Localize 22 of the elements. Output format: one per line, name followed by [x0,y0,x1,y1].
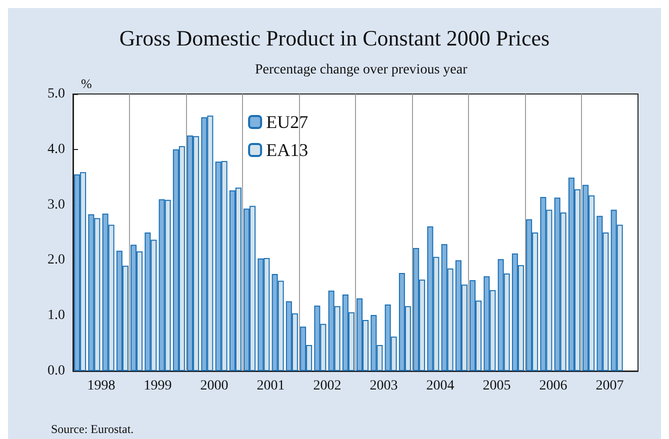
y-tick-label: 2.0 [48,252,65,268]
x-tick-label: 2003 [370,378,398,394]
y-tick-label: 5.0 [48,86,65,102]
x-tick-label: 1998 [87,378,116,394]
x-tick-label: 2005 [482,378,511,394]
x-tick-label: 2001 [256,378,285,394]
x-tick-label: 2007 [596,378,624,394]
x-tick-label: 1999 [144,378,172,394]
chart-title: Gross Domestic Product in Constant 2000 Prices [119,26,550,50]
x-tick-label: 2006 [539,378,568,394]
x-tick-label: 2002 [313,378,342,394]
x-tick-label: 2000 [200,378,228,394]
y-axis-title: % [81,76,92,91]
legend-label: EU27 [266,112,308,132]
chart-subtitle: Percentage change over previous year [255,62,468,78]
y-tick-label: 4.0 [48,142,65,157]
source-note: Source: Eurostat. [51,422,134,436]
legend-label: EA13 [266,140,308,160]
x-tick-label: 2004 [426,378,454,394]
y-tick-label: 0.0 [48,364,65,378]
y-tick-label: 3.0 [48,197,65,212]
y-tick-label: 1.0 [48,308,65,324]
